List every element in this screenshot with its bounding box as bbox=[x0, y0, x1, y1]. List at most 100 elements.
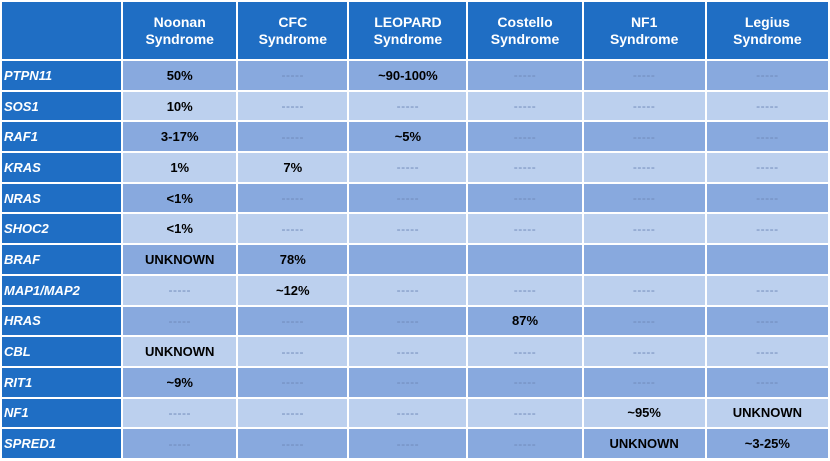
value-cell: ----- bbox=[583, 91, 705, 121]
value-cell: ----- bbox=[123, 398, 237, 428]
gene-name-cell: NRAS bbox=[2, 183, 122, 213]
value-cell: ----- bbox=[706, 306, 828, 336]
value-cell: UNKNOWN bbox=[123, 337, 237, 366]
value-cell: ----- bbox=[238, 183, 348, 213]
value-cell: 78% bbox=[238, 245, 348, 274]
table-row: RAF1 3-17% ----- ~5% ----- ----- ----- bbox=[2, 122, 828, 152]
value-cell: ----- bbox=[123, 275, 237, 305]
value-cell: ----- bbox=[468, 122, 582, 152]
value-cell: ----- bbox=[706, 183, 828, 213]
value-cell: ----- bbox=[583, 306, 705, 336]
value-cell: 87% bbox=[468, 306, 582, 336]
table-row: SOS1 10% ----- ----- ----- ----- ----- bbox=[2, 91, 828, 121]
header-costello: Costello Syndrome bbox=[468, 2, 582, 59]
value-cell: ----- bbox=[468, 398, 582, 428]
header-leopard: LEOPARD Syndrome bbox=[349, 2, 467, 59]
value-cell: ~9% bbox=[123, 367, 237, 397]
gene-name-cell: SOS1 bbox=[2, 91, 122, 121]
value-cell: ----- bbox=[583, 337, 705, 366]
gene-name-cell: SPRED1 bbox=[2, 429, 122, 458]
value-cell: ----- bbox=[349, 183, 467, 213]
value-cell: 1% bbox=[123, 153, 237, 182]
value-cell: <1% bbox=[123, 214, 237, 244]
header-legius: Legius Syndrome bbox=[706, 2, 828, 59]
header-cfc: CFC Syndrome bbox=[238, 2, 348, 59]
gene-name-cell: NF1 bbox=[2, 398, 122, 428]
gene-name-cell: RAF1 bbox=[2, 122, 122, 152]
gene-name-cell: SHOC2 bbox=[2, 214, 122, 244]
gene-name-cell: BRAF bbox=[2, 245, 122, 274]
value-cell bbox=[706, 245, 828, 274]
value-cell bbox=[468, 245, 582, 274]
value-cell: ----- bbox=[238, 306, 348, 336]
value-cell: ----- bbox=[349, 91, 467, 121]
value-cell: ----- bbox=[349, 275, 467, 305]
value-cell: ----- bbox=[468, 153, 582, 182]
value-cell: ----- bbox=[706, 214, 828, 244]
value-cell bbox=[583, 245, 705, 274]
value-cell: ----- bbox=[706, 337, 828, 366]
value-cell: ----- bbox=[468, 367, 582, 397]
value-cell: ----- bbox=[468, 337, 582, 366]
value-cell: ----- bbox=[238, 61, 348, 90]
value-cell: UNKNOWN bbox=[123, 245, 237, 274]
value-cell: ----- bbox=[238, 337, 348, 366]
value-cell: 7% bbox=[238, 153, 348, 182]
value-cell: <1% bbox=[123, 183, 237, 213]
value-cell: ----- bbox=[349, 398, 467, 428]
value-cell: ----- bbox=[468, 275, 582, 305]
table-row: RIT1 ~9% ----- ----- ----- ----- ----- bbox=[2, 367, 828, 397]
value-cell: ----- bbox=[706, 91, 828, 121]
value-cell: ----- bbox=[583, 153, 705, 182]
value-cell: ----- bbox=[468, 214, 582, 244]
value-cell: ----- bbox=[706, 153, 828, 182]
value-cell: ----- bbox=[349, 153, 467, 182]
header-row: Noonan Syndrome CFC Syndrome LEOPARD Syndro… bbox=[2, 2, 828, 59]
value-cell: 3-17% bbox=[123, 122, 237, 152]
value-cell: ----- bbox=[583, 61, 705, 90]
value-cell: ----- bbox=[123, 429, 237, 458]
value-cell: ~12% bbox=[238, 275, 348, 305]
value-cell: ~5% bbox=[349, 122, 467, 152]
gene-name-cell: KRAS bbox=[2, 153, 122, 182]
value-cell: ----- bbox=[238, 429, 348, 458]
value-cell: ----- bbox=[238, 122, 348, 152]
header-noonan: Noonan Syndrome bbox=[123, 2, 237, 59]
value-cell: ----- bbox=[468, 91, 582, 121]
gene-name-cell: PTPN11 bbox=[2, 61, 122, 90]
table-row: KRAS 1% 7% ----- ----- ----- ----- bbox=[2, 153, 828, 182]
table-row: MAP1/MAP2 ----- ~12% ----- ----- ----- ----- bbox=[2, 275, 828, 305]
value-cell: ----- bbox=[349, 337, 467, 366]
value-cell: ----- bbox=[583, 214, 705, 244]
value-cell: ----- bbox=[706, 367, 828, 397]
value-cell: ----- bbox=[706, 122, 828, 152]
value-cell: ----- bbox=[468, 61, 582, 90]
value-cell: ----- bbox=[468, 183, 582, 213]
header-corner-cell bbox=[2, 2, 122, 59]
value-cell: ----- bbox=[349, 306, 467, 336]
value-cell: ~3-25% bbox=[706, 429, 828, 458]
value-cell: ----- bbox=[468, 429, 582, 458]
value-cell: ----- bbox=[123, 306, 237, 336]
table-row: SPRED1 ----- ----- ----- ----- UNKNOWN ~3-25% bbox=[2, 429, 828, 458]
value-cell: UNKNOWN bbox=[583, 429, 705, 458]
value-cell: ----- bbox=[583, 122, 705, 152]
header-nf1: NF1 Syndrome bbox=[583, 2, 705, 59]
table-row: BRAF UNKNOWN 78% bbox=[2, 245, 828, 274]
value-cell: ----- bbox=[349, 367, 467, 397]
value-cell: ----- bbox=[349, 429, 467, 458]
value-cell: ~95% bbox=[583, 398, 705, 428]
value-cell: 10% bbox=[123, 91, 237, 121]
value-cell: ----- bbox=[238, 214, 348, 244]
value-cell: ----- bbox=[583, 183, 705, 213]
value-cell bbox=[349, 245, 467, 274]
gene-name-cell: MAP1/MAP2 bbox=[2, 275, 122, 305]
table-row: CBL UNKNOWN ----- ----- ----- ----- ----- bbox=[2, 337, 828, 366]
table-row: SHOC2 <1% ----- ----- ----- ----- ----- bbox=[2, 214, 828, 244]
table-row: NRAS <1% ----- ----- ----- ----- ----- bbox=[2, 183, 828, 213]
value-cell: ----- bbox=[706, 61, 828, 90]
value-cell: UNKNOWN bbox=[706, 398, 828, 428]
value-cell: ----- bbox=[238, 398, 348, 428]
value-cell: ~90-100% bbox=[349, 61, 467, 90]
